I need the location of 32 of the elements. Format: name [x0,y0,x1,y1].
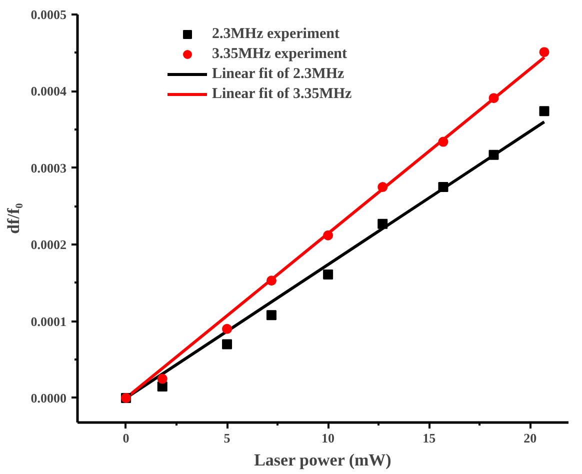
x-tick-label: 20 [524,430,537,446]
point [266,276,276,286]
y-tick-label: 0.0002 [30,237,66,252]
y-axis-title: df/f₀ [4,203,23,234]
x-tick-label: 0 [122,430,130,446]
point [438,136,448,147]
y-tick-label: 0.0004 [30,84,67,99]
point [222,324,232,334]
point [323,230,334,240]
point [438,182,448,192]
point [488,93,499,104]
point [539,47,550,58]
y-tick-label: 0.0000 [30,390,66,406]
x-axis-title: Laser power (mW) [254,450,392,470]
point [222,339,232,350]
y-tick-label: 0.0001 [30,314,66,329]
legend-label: Linear fit of 3.35MHz [212,85,352,103]
point [323,269,334,280]
x-tick-label: 5 [224,430,231,446]
point [539,106,550,116]
y-tick-label: 0.0005 [30,7,67,22]
legend-label: 3.35MHz experiment [212,45,347,63]
y-tick-label: 0.0003 [30,160,67,176]
legend-label: 2.3MHz experiment [212,25,340,43]
point [378,182,388,192]
x-tick-label: 10 [322,430,335,446]
point [378,218,388,229]
point [266,310,276,320]
point [157,374,168,384]
x-tick-label: 15 [422,430,436,446]
legend-label: Linear fit of 2.3MHz [212,65,344,83]
point [488,150,499,160]
